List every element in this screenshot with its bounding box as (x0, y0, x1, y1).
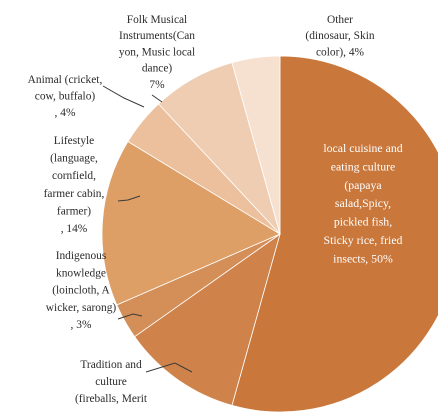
pie-slice-1 (134, 233, 281, 406)
slice-label-3: Lifestyle (language, cornfield, farmer cabi… (44, 135, 105, 235)
slice-label-3-line-0: Lifestyle (54, 135, 95, 147)
slice-label-5-line-0: Folk Musical (127, 14, 187, 26)
slice-label-2-line-0: Indigenous (56, 250, 107, 262)
slice-label-0-line-4: pickled fish, (334, 215, 392, 229)
slice-label-3-line-5: , 14% (61, 223, 88, 235)
slice-label-2-line-1: knowledge (56, 267, 106, 279)
slice-label-6-line-1: (dinosaur, Skin (305, 30, 374, 42)
slice-label-0-line-3: salad,Spicy, (335, 196, 391, 210)
slice-label-4-line-1: cow, buffalo) (35, 90, 96, 102)
slice-label-5-line-3: dance) (142, 63, 173, 75)
slice-labels: local cuisine and eating culture (papaya sa… (28, 14, 403, 405)
slice-label-5-line-4: 7% (149, 79, 165, 91)
slice-label-3-line-4: farmer) (57, 205, 91, 217)
slice-label-3-line-2: cornfield, (52, 170, 96, 182)
slice-label-0-line-5: Sticky rice, fried (324, 233, 403, 247)
slice-label-2-line-2: (loincloth, A (52, 285, 110, 297)
pie-slice-0 (231, 55, 438, 413)
slice-label-5-line-2: yon, Music local (119, 46, 195, 58)
slice-label-3-line-1: (language, (50, 153, 98, 165)
slice-label-1: Tradition and culture (fireballs, Merit (75, 359, 148, 405)
leader-lines (102, 85, 193, 373)
pie-slice-3 (101, 140, 281, 306)
slice-label-0: local cuisine and eating culture (papaya sa… (323, 141, 402, 265)
leader-line-3 (117, 195, 141, 202)
slice-label-0-line-2: (papaya (344, 178, 382, 192)
slice-label-6-line-0: Other (327, 14, 353, 26)
leader-line-5 (151, 94, 163, 103)
slice-label-1-line-0: Tradition and (80, 359, 142, 371)
slice-label-0-line-0: local cuisine and (323, 141, 402, 155)
leader-line-1 (145, 362, 193, 373)
slice-label-4-line-2: , 4% (55, 107, 76, 119)
slice-label-2: Indigenous knowledge (loincloth, A wicker, … (46, 250, 117, 331)
slice-label-4: Animal (cricket, cow, buffalo) , 4% (28, 74, 103, 119)
leader-line-2 (117, 313, 143, 320)
slice-label-5-line-1: Instruments(Can (119, 30, 195, 42)
slice-label-1-line-1: culture (95, 376, 127, 388)
slice-label-3-line-3: farmer cabin, (44, 188, 105, 200)
slice-label-2-line-3: wicker, sarong) (46, 302, 117, 314)
slice-label-0-line-1: eating culture (331, 159, 396, 173)
leader-line-4 (102, 85, 145, 108)
slice-label-4-line-0: Animal (cricket, (28, 74, 103, 86)
slice-label-1-line-2: (fireballs, Merit (75, 393, 148, 405)
slice-label-2-line-4: , 3% (71, 319, 92, 331)
slice-label-0-line-6: insects, 50% (333, 251, 393, 265)
pie-slices (101, 55, 438, 413)
pie-slice-6 (231, 55, 281, 235)
slice-label-6: Other (dinosaur, Skin color), 4% (305, 14, 374, 58)
slice-label-6-line-2: color), 4% (316, 46, 365, 58)
slice-label-5: Folk Musical Instruments(Can yon, Music lo… (119, 14, 195, 91)
